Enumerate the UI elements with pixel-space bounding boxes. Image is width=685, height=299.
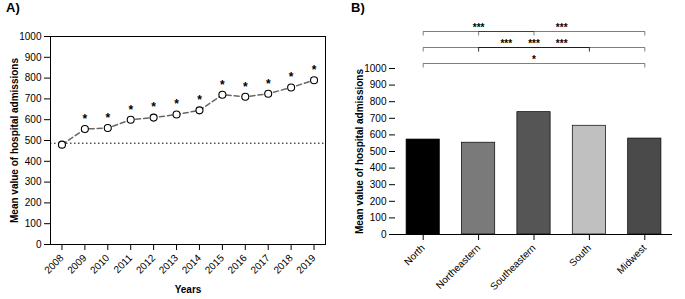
svg-text:300: 300 [25, 176, 42, 187]
svg-text:*: * [128, 103, 133, 117]
svg-text:***: *** [473, 22, 485, 33]
svg-text:Midwest: Midwest [615, 242, 649, 276]
svg-text:500: 500 [25, 135, 42, 146]
svg-text:700: 700 [25, 93, 42, 104]
svg-text:200: 200 [370, 196, 387, 207]
svg-text:*: * [266, 77, 271, 91]
svg-text:Mean value of hospital admissi: Mean value of hospital admissions [9, 58, 20, 223]
svg-text:2017: 2017 [248, 252, 272, 276]
svg-text:2018: 2018 [271, 252, 295, 276]
svg-text:600: 600 [25, 114, 42, 125]
svg-text:*: * [151, 100, 156, 114]
svg-text:2010: 2010 [88, 252, 112, 276]
html-text:A): A) [6, 0, 20, 15]
svg-text:2011: 2011 [111, 252, 134, 275]
svg-text:800: 800 [25, 72, 42, 83]
svg-text:100: 100 [25, 218, 42, 229]
svg-text:Years: Years [175, 284, 202, 295]
svg-text:100: 100 [370, 212, 387, 223]
svg-text:*: * [174, 97, 179, 111]
svg-text:*: * [312, 63, 317, 77]
svg-text:800: 800 [370, 96, 387, 107]
svg-text:*: * [289, 70, 294, 84]
svg-text:2015: 2015 [203, 252, 227, 276]
svg-text:*: * [532, 54, 536, 65]
svg-text:2009: 2009 [65, 252, 89, 276]
svg-text:900: 900 [370, 79, 387, 90]
svg-text:2008: 2008 [42, 252, 66, 276]
svg-text:***: *** [500, 38, 512, 49]
svg-text:400: 400 [25, 156, 42, 167]
svg-text:Northeastern: Northeastern [434, 242, 483, 291]
svg-text:500: 500 [370, 146, 387, 157]
svg-text:2014: 2014 [180, 252, 204, 276]
svg-text:400: 400 [370, 162, 387, 173]
svg-text:Mean value of hospital admissi: Mean value of hospital admissions [354, 69, 365, 234]
svg-text:***: *** [556, 22, 568, 33]
svg-text:200: 200 [25, 197, 42, 208]
svg-text:1000: 1000 [364, 63, 387, 74]
svg-text:*: * [220, 78, 225, 92]
svg-text:900: 900 [25, 52, 42, 63]
svg-text:1000: 1000 [19, 31, 42, 42]
svg-text:0: 0 [381, 229, 387, 240]
svg-text:300: 300 [370, 179, 387, 190]
svg-text:*: * [105, 111, 110, 125]
svg-text:600: 600 [370, 129, 387, 140]
svg-text:*: * [243, 80, 248, 94]
svg-text:2013: 2013 [157, 252, 181, 276]
svg-text:***: *** [556, 38, 568, 49]
svg-text:*: * [197, 93, 202, 107]
svg-text:***: *** [528, 38, 540, 49]
svg-text:South: South [567, 242, 593, 268]
svg-text:North: North [402, 242, 427, 267]
svg-text:Southeastern: Southeastern [488, 242, 538, 292]
svg-text:2012: 2012 [134, 252, 158, 276]
svg-text:*: * [83, 112, 88, 126]
svg-text:2016: 2016 [225, 252, 249, 276]
html-text:B): B) [351, 0, 365, 15]
svg-text:2019: 2019 [294, 252, 318, 276]
svg-text:0: 0 [36, 239, 42, 250]
svg-text:700: 700 [370, 113, 387, 124]
